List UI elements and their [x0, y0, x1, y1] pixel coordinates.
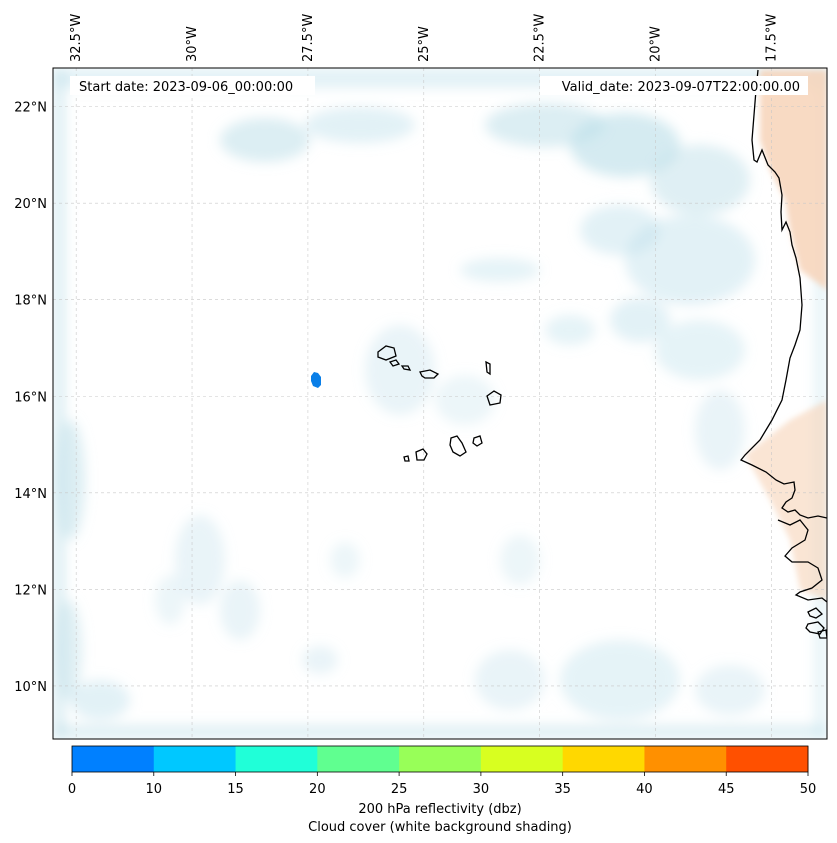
coastline [377, 69, 827, 639]
colorbar: 0 10 15 20 25 30 35 40 45 50 200 hPa reflectivity… [68, 745, 817, 835]
valid-date-label: Valid_date: 2023-09-07T22:00:00.00 [562, 80, 800, 95]
longitude-tick-label: 32.5°W [69, 14, 84, 62]
cape-verde-sal [485, 360, 491, 376]
latitude-labels: 22°N 20°N 18°N 16°N 14°N 12°N 10°N [14, 101, 47, 695]
colorbar-tick-label: 35 [554, 782, 571, 797]
longitude-tick-label: 27.5°W [301, 14, 316, 62]
colorbar-segment [480, 746, 564, 772]
colorbar-segment [235, 746, 318, 772]
cape-verde-sao-nicolau [419, 369, 440, 379]
colorbar-tick-label: 45 [718, 782, 735, 797]
longitude-tick-label: 22.5°W [533, 14, 548, 62]
colorbar-tick-label: 40 [636, 782, 653, 797]
colorbar-tick-label: 0 [68, 782, 76, 797]
latitude-tick-label: 10°N [14, 680, 47, 695]
colorbar-segment [317, 746, 400, 772]
cape-verde-santo-antao [377, 345, 397, 361]
coastline-segment [807, 607, 824, 619]
colorbar-sublabel: Cloud cover (white background shading) [308, 820, 572, 835]
colorbar-segment [726, 746, 809, 772]
latitude-tick-label: 20°N [14, 197, 47, 212]
colorbar-tick-label: 50 [800, 782, 817, 797]
longitude-tick-label: 17.5°W [764, 14, 779, 62]
map-frame [52, 67, 828, 740]
cloud-cover-shading [53, 68, 827, 739]
colorbar-tick-label: 10 [146, 782, 163, 797]
latitude-tick-label: 14°N [14, 487, 47, 502]
cape-verde-boa-vista [486, 390, 502, 406]
colorbar-tick-label: 30 [473, 782, 490, 797]
latitude-tick-label: 12°N [14, 583, 47, 598]
reflectivity-echo [311, 372, 321, 388]
cape-verde-santiago [449, 435, 467, 457]
longitude-tick-label: 30°W [185, 26, 200, 62]
colorbar-tick-label: 15 [227, 782, 244, 797]
land-shading [745, 70, 827, 600]
longitude-tick-label: 25°W [417, 26, 432, 62]
colorbar-segment [153, 746, 237, 772]
cape-verde-brava [403, 455, 410, 462]
map-panel [53, 68, 827, 739]
colorbar-segment [399, 746, 482, 772]
header-labels: Start date: 2023-09-06_00:00:00 Valid_da… [70, 76, 808, 95]
longitude-tick-label: 20°W [649, 26, 664, 62]
africa-coastline [739, 69, 827, 519]
longitude-labels: 32.5°W 30°W 27.5°W 25°W 22.5°W 20°W 17.5°W [69, 14, 779, 62]
cape-verde-fogo [415, 448, 428, 461]
colorbar-tick-label: 25 [391, 782, 408, 797]
colorbar-segment [562, 746, 645, 772]
latitude-tick-label: 16°N [14, 390, 47, 405]
start-date-label: Start date: 2023-09-06_00:00:00 [79, 80, 293, 95]
colorbar-segment [72, 746, 155, 772]
colorbar-segment [644, 746, 727, 772]
map-gridlines [53, 68, 827, 739]
coastline-segment [817, 629, 827, 639]
coastline-segment [777, 519, 827, 603]
latitude-tick-label: 18°N [14, 294, 47, 309]
colorbar-label: 200 hPa reflectivity (dbz) [358, 802, 521, 817]
coastline-segment [805, 621, 825, 635]
cape-verde-sao-vicente [388, 359, 401, 367]
latitude-tick-label: 22°N [14, 101, 47, 116]
cape-verde-maio [472, 435, 483, 447]
cape-verde-santa-luzia [400, 365, 412, 371]
colorbar-tick-label: 20 [309, 782, 326, 797]
